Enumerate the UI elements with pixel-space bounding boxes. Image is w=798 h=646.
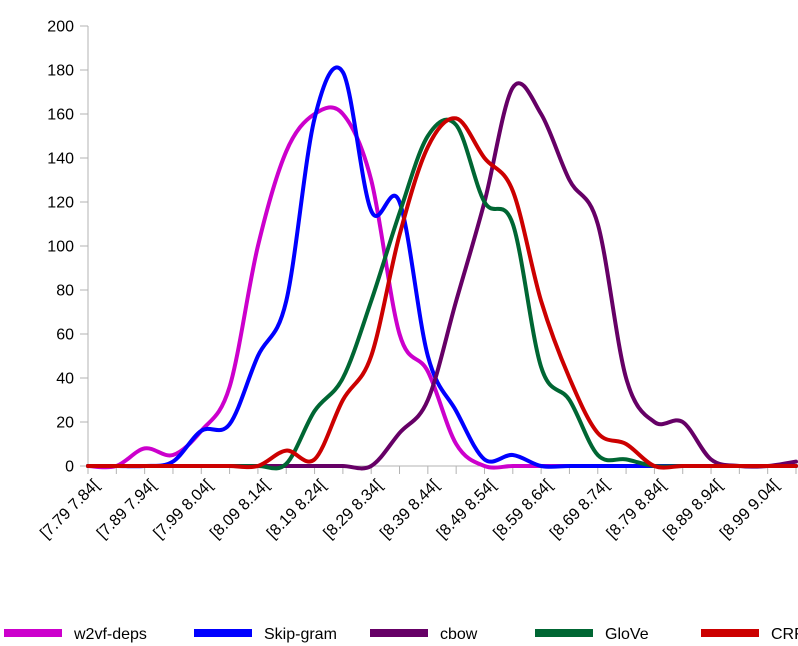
y-tick-label: 140 [47,151,74,168]
legend-item: GloVe [535,626,649,643]
x-tick-label: [8.49 8.54[ [434,476,500,542]
legend-swatch [535,629,593,637]
x-tick-label: [7.99 8.04[ [151,476,217,542]
legend-label: CRF [771,626,798,643]
chart-axes [87,26,796,467]
y-tick-label: 160 [47,107,74,124]
x-tick-label: [8.99 9.04[ [717,476,783,542]
x-tick-label: [8.89 8.94[ [660,476,726,542]
x-tick-label: [8.79 8.84[ [604,476,670,542]
legend-swatch [194,629,252,637]
series-line-glove [86,117,798,471]
y-tick-label: 0 [65,459,74,476]
legend-label: GloVe [605,626,649,643]
x-tick-label: [7.89 7.94[ [94,476,160,542]
x-tick-label: [8.59 8.64[ [490,476,556,542]
legend-swatch [4,629,62,637]
y-tick-label: 40 [56,371,74,388]
y-tick-label: 20 [56,415,74,432]
series-line-crf [86,116,798,470]
x-tick-label: [8.69 8.74[ [547,476,613,542]
series-lines [86,65,798,471]
legend-swatch [701,629,759,637]
x-axis-ticks: [7.79 7.84[[7.89 7.94[[7.99 8.04[[8.09 8… [37,466,797,542]
legend-item: cbow [370,626,478,643]
y-tick-label: 120 [47,195,74,212]
x-tick-label: [7.79 7.84[ [37,476,103,542]
legend-label: w2vf-deps [73,626,147,643]
series-line-w2vf-deps [86,105,798,470]
legend-label: Skip-gram [264,626,337,643]
y-tick-label: 180 [47,63,74,80]
x-tick-label: [8.39 8.44[ [377,476,443,542]
y-tick-label: 200 [47,19,74,36]
legend-item: w2vf-deps [4,626,147,643]
legend-item: Skip-gram [194,626,337,643]
legend: w2vf-deps Skip-gram cbow GloVe CRF [4,626,798,643]
y-tick-label: 80 [56,283,74,300]
legend-label: cbow [440,626,478,643]
x-tick-label: [8.09 8.14[ [207,476,273,542]
y-tick-label: 60 [56,327,74,344]
y-tick-label: 100 [47,239,74,256]
legend-swatch [370,629,428,637]
x-tick-label: [8.29 8.34[ [321,476,387,542]
x-tick-label: [8.19 8.24[ [264,476,330,542]
y-axis-ticks: 0 20 40 60 80 100 120 140 160 180 200 [47,19,88,476]
legend-item: CRF [701,626,798,643]
